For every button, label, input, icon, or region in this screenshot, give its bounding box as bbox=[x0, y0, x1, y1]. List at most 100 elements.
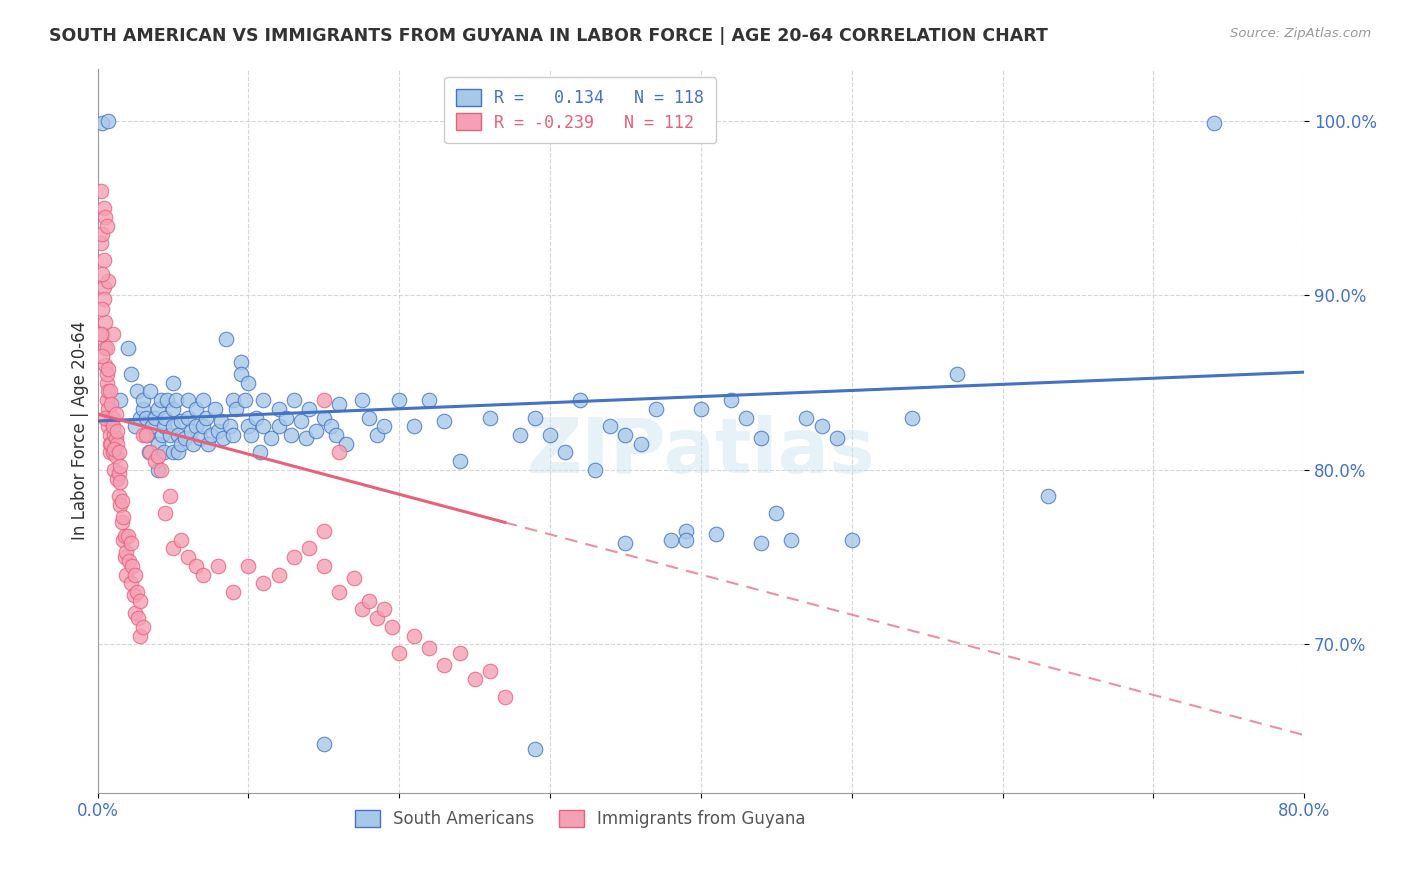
Point bbox=[107, 445, 129, 459]
Point bbox=[93, 292, 115, 306]
Point bbox=[124, 606, 146, 620]
Point bbox=[274, 410, 297, 425]
Point bbox=[235, 392, 257, 407]
Point bbox=[132, 392, 155, 407]
Point bbox=[146, 449, 169, 463]
Point bbox=[98, 384, 121, 399]
Point bbox=[91, 326, 114, 341]
Point bbox=[433, 658, 456, 673]
Point bbox=[523, 410, 546, 425]
Point bbox=[433, 414, 456, 428]
Point bbox=[252, 419, 274, 434]
Point bbox=[94, 358, 117, 372]
Point bbox=[197, 436, 219, 450]
Point bbox=[114, 529, 136, 543]
Point bbox=[104, 407, 127, 421]
Point bbox=[97, 384, 120, 399]
Point bbox=[100, 414, 122, 428]
Point bbox=[357, 593, 380, 607]
Point bbox=[204, 401, 226, 416]
Point bbox=[238, 558, 260, 573]
Point bbox=[298, 401, 321, 416]
Point bbox=[219, 419, 242, 434]
Point bbox=[569, 392, 592, 407]
Point bbox=[229, 367, 252, 381]
Point bbox=[124, 567, 146, 582]
Point bbox=[105, 436, 128, 450]
Point bbox=[101, 410, 124, 425]
Point bbox=[103, 428, 125, 442]
Point bbox=[120, 536, 142, 550]
Point bbox=[373, 602, 395, 616]
Point bbox=[478, 410, 501, 425]
Point bbox=[91, 302, 114, 317]
Point bbox=[128, 593, 150, 607]
Point bbox=[149, 392, 172, 407]
Point bbox=[146, 436, 169, 450]
Point bbox=[749, 536, 772, 550]
Point bbox=[100, 436, 122, 450]
Point bbox=[128, 410, 150, 425]
Point bbox=[222, 392, 245, 407]
Point bbox=[509, 428, 531, 442]
Point bbox=[614, 536, 637, 550]
Point bbox=[162, 376, 184, 390]
Point bbox=[946, 367, 969, 381]
Point bbox=[135, 428, 157, 442]
Point bbox=[125, 585, 148, 599]
Point bbox=[96, 392, 118, 407]
Point bbox=[373, 419, 395, 434]
Y-axis label: In Labor Force | Age 20-64: In Labor Force | Age 20-64 bbox=[72, 321, 89, 541]
Point bbox=[225, 401, 247, 416]
Point bbox=[93, 253, 115, 268]
Point bbox=[97, 274, 120, 288]
Point bbox=[328, 445, 350, 459]
Point bbox=[796, 410, 818, 425]
Point bbox=[283, 550, 305, 565]
Point bbox=[538, 428, 561, 442]
Point bbox=[101, 419, 124, 434]
Point bbox=[128, 629, 150, 643]
Point bbox=[117, 341, 139, 355]
Point bbox=[305, 425, 328, 439]
Legend: South Americans, Immigrants from Guyana: South Americans, Immigrants from Guyana bbox=[347, 804, 813, 835]
Point bbox=[294, 432, 316, 446]
Point bbox=[449, 646, 471, 660]
Point bbox=[107, 467, 129, 481]
Point bbox=[335, 436, 357, 450]
Point bbox=[215, 332, 238, 346]
Point bbox=[98, 445, 121, 459]
Point bbox=[523, 742, 546, 756]
Point bbox=[195, 410, 218, 425]
Point bbox=[107, 489, 129, 503]
Point bbox=[675, 533, 697, 547]
Point bbox=[188, 432, 211, 446]
Point bbox=[260, 432, 283, 446]
Point bbox=[162, 445, 184, 459]
Point bbox=[125, 384, 148, 399]
Point bbox=[494, 690, 516, 704]
Point bbox=[1202, 115, 1225, 129]
Point bbox=[105, 425, 128, 439]
Point bbox=[184, 401, 207, 416]
Point bbox=[120, 367, 142, 381]
Point bbox=[350, 602, 373, 616]
Point bbox=[121, 558, 143, 573]
Point bbox=[191, 392, 214, 407]
Point bbox=[96, 367, 118, 381]
Point bbox=[328, 396, 350, 410]
Point bbox=[132, 620, 155, 634]
Point bbox=[97, 401, 120, 416]
Point bbox=[366, 428, 388, 442]
Point bbox=[152, 428, 174, 442]
Point bbox=[841, 533, 863, 547]
Point bbox=[418, 640, 440, 655]
Point bbox=[312, 558, 335, 573]
Point bbox=[166, 428, 188, 442]
Point bbox=[91, 350, 114, 364]
Point bbox=[690, 401, 713, 416]
Point bbox=[153, 419, 176, 434]
Text: Source: ZipAtlas.com: Source: ZipAtlas.com bbox=[1230, 27, 1371, 40]
Point bbox=[366, 611, 388, 625]
Point bbox=[135, 410, 157, 425]
